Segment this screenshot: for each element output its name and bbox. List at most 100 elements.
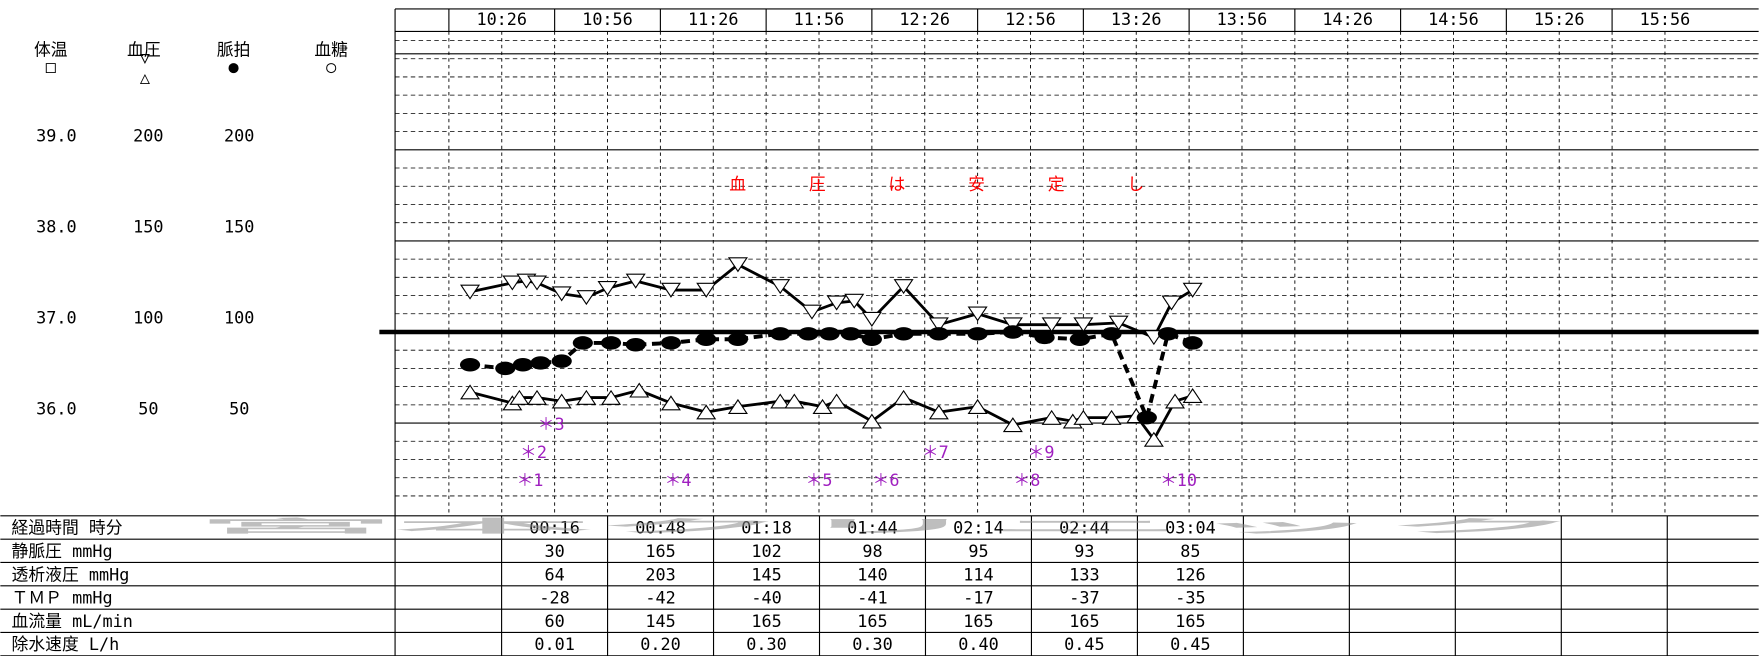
table-cell: 01:18 — [741, 518, 792, 538]
x-tick-label: 15:26 — [1534, 9, 1585, 29]
bp-tick-label: 150 — [133, 216, 163, 236]
temperature-tick-label: 37.0 — [36, 308, 77, 328]
bp-marker — [1161, 295, 1182, 311]
table-cell: -28 — [539, 588, 569, 608]
table-row-label: ＴＭＰ mmHg — [12, 588, 113, 608]
pulse-marker — [600, 336, 622, 350]
pulse-marker — [770, 327, 791, 341]
x-tick-label: 12:26 — [899, 9, 950, 29]
bp-marker — [770, 279, 791, 295]
bp-marker — [526, 389, 548, 405]
series-line — [469, 388, 1194, 443]
table-cell: 60 — [544, 611, 564, 631]
pulse-marker — [696, 332, 717, 346]
event-annotation: ＊7 — [922, 442, 949, 462]
pulse-marker — [551, 354, 572, 368]
table-cell: 0.30 — [852, 634, 893, 654]
bp-marker — [625, 273, 646, 289]
table-cell: 165 — [1175, 611, 1205, 631]
bp-marker — [893, 389, 914, 405]
table-cell: 102 — [751, 541, 781, 561]
table-cell: 165 — [963, 611, 993, 631]
table-cell: 133 — [1069, 564, 1099, 584]
watermark: 宮本クリニック — [197, 516, 1582, 536]
bp-marker — [812, 398, 833, 414]
table-cell: 165 — [645, 541, 675, 561]
bp-marker — [1101, 409, 1122, 425]
table-cell: -35 — [1175, 588, 1205, 608]
bp-marker — [1164, 393, 1186, 409]
pulse-marker — [893, 327, 914, 341]
event-annotation: ＊9 — [1028, 442, 1055, 462]
bp-marker — [1143, 431, 1164, 447]
table-cell: -41 — [857, 588, 887, 608]
x-tick-label: 14:56 — [1428, 9, 1479, 29]
bp-marker — [509, 389, 530, 405]
bp-marker — [660, 395, 681, 411]
table-cell: 126 — [1175, 564, 1205, 584]
pulse-marker — [1136, 410, 1157, 425]
bp-marker — [861, 311, 882, 327]
pulse-marker — [1002, 325, 1023, 339]
table-cell: 98 — [862, 541, 882, 561]
pulse-marker — [727, 332, 749, 346]
bp-marker — [826, 393, 847, 409]
table-cell: 145 — [751, 564, 781, 584]
bp-marker — [727, 257, 748, 273]
pulse-marker — [530, 356, 551, 370]
pulse-marker — [819, 327, 840, 341]
table-cell: 95 — [968, 541, 988, 561]
pulse-marker — [459, 358, 481, 372]
event-annotation: ＊8 — [1013, 470, 1040, 490]
bp-marker — [1182, 387, 1203, 404]
bp-marker — [460, 284, 481, 300]
table-cell: 85 — [1180, 541, 1200, 561]
table-cell: 30 — [544, 541, 564, 561]
table-cell: 203 — [645, 564, 675, 584]
bp-marker — [826, 295, 847, 311]
x-tick-label: 15:56 — [1640, 9, 1691, 29]
table-cell: 93 — [1074, 541, 1094, 561]
pulse-marker — [1034, 330, 1055, 345]
table-cell: 00:48 — [635, 518, 686, 538]
bp-marker — [1041, 317, 1062, 333]
table-cell: 02:14 — [953, 518, 1004, 538]
event-annotation: ＊10 — [1160, 470, 1197, 490]
table-cell: -42 — [645, 588, 675, 608]
bp-marker — [629, 382, 650, 398]
event-annotation: ＊1 — [516, 470, 543, 490]
pulse-tick-label: 150 — [224, 216, 254, 236]
bp-marker — [696, 404, 717, 420]
bp-marker — [1182, 282, 1203, 298]
pulse-marker — [840, 327, 861, 341]
pulse-marker — [495, 361, 516, 376]
table-cell: 0.40 — [958, 634, 999, 654]
pulse-marker — [928, 327, 949, 341]
table-row-label: 透析液圧 mmHg — [12, 564, 130, 584]
legend-label: 体温 — [34, 39, 68, 59]
table-cell: 03:04 — [1165, 518, 1216, 538]
bp-tick-label: 100 — [133, 308, 163, 328]
pulse-marker — [512, 358, 534, 372]
bp-marker — [1041, 409, 1062, 425]
table-cell: 165 — [857, 611, 887, 631]
bp-marker — [928, 404, 949, 420]
table-cell: 165 — [1069, 611, 1099, 631]
x-tick-label: 10:56 — [582, 9, 633, 29]
table-cell: -37 — [1069, 588, 1099, 608]
table-cell: 02:44 — [1059, 518, 1110, 538]
bp-tick-label: 50 — [138, 399, 158, 419]
bp-marker — [1108, 315, 1129, 331]
bp-marker — [551, 286, 572, 302]
x-tick-label: 11:56 — [794, 9, 845, 29]
bp-marker — [770, 393, 791, 409]
bp-marker — [1073, 317, 1094, 333]
bp-marker — [967, 398, 988, 414]
table-cell: 140 — [857, 564, 887, 584]
event-annotation: ＊2 — [520, 442, 547, 462]
bp-marker — [660, 282, 681, 298]
table-row-label: 静脈圧 mmHg — [12, 541, 113, 561]
bp-marker — [460, 384, 481, 400]
